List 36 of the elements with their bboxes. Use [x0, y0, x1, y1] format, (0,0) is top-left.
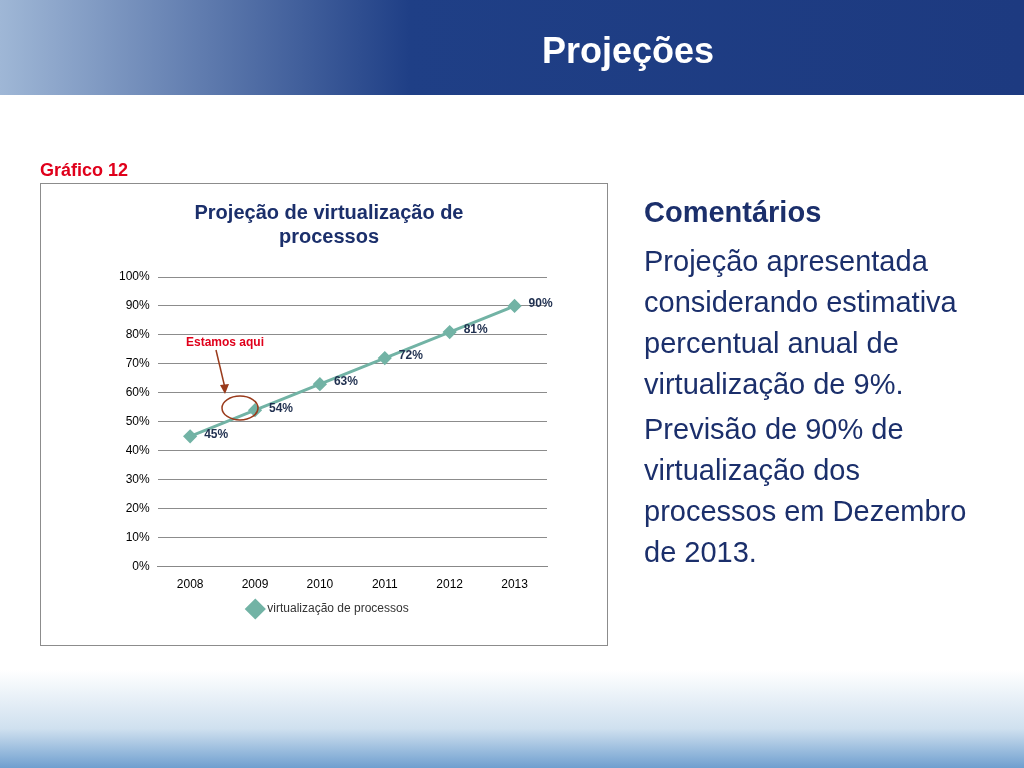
text: Gráfico 12: [40, 160, 129, 181]
point: [183, 429, 197, 443]
y-tick-label: 0%: [132, 558, 151, 573]
x-tick-label: 2013: [501, 577, 529, 592]
data-label: 54%: [269, 400, 294, 415]
text: Projeções: [541, 30, 714, 72]
point: [378, 351, 392, 365]
y-tick-label: 70%: [125, 356, 151, 371]
y-tick-label: 60%: [125, 385, 151, 400]
data-label: 72%: [398, 348, 424, 363]
legend-label: virtualização de processos: [267, 601, 409, 616]
y-tick-label: 40%: [125, 443, 151, 458]
x-tick-label: 2009: [241, 577, 269, 592]
text: Projeção apresentada considerando estimativa percentual anual de virtualização de 9%.: [644, 244, 958, 402]
data-label: 90%: [528, 296, 553, 311]
y-tick-label: 50%: [125, 414, 151, 429]
chart-title: Projeção de virtualização de processos: [194, 200, 464, 247]
text: Previsão de 90% de virtualização dos processos em Dezembro de 2013.: [644, 412, 968, 570]
point: [508, 299, 522, 313]
point: [443, 325, 457, 339]
annotation: Estamos aqui: [186, 335, 265, 349]
y-tick-label: 30%: [125, 472, 151, 487]
text: Comentários: [644, 195, 823, 230]
x-tick-label: 2010: [306, 577, 334, 592]
x-tick-label: 2012: [436, 577, 464, 592]
y-tick-label: 80%: [125, 327, 151, 342]
data-label: 45%: [204, 426, 229, 441]
point: [313, 377, 327, 391]
y-tick-label: 100%: [118, 269, 151, 284]
y-tick-label: 90%: [125, 298, 151, 313]
y-tick-label: 10%: [125, 529, 151, 544]
data-label: 81%: [463, 322, 489, 337]
x-tick-label: 2011: [371, 577, 399, 592]
x-tick-label: 2008: [176, 577, 204, 592]
y-tick-label: 20%: [125, 500, 151, 515]
data-label: 63%: [333, 374, 359, 389]
